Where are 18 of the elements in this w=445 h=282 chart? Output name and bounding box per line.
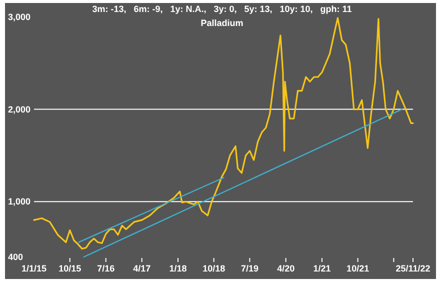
x-tick-label: 1/21 xyxy=(313,263,331,274)
line-series xyxy=(33,17,414,250)
y-tick-label: 2,000 xyxy=(8,104,31,114)
x-tick-label: 7/16 xyxy=(97,263,115,274)
x-tick-label: 1/18 xyxy=(169,263,187,274)
x-tick-label: 10/18 xyxy=(202,263,226,274)
x-tick-label: 4/17 xyxy=(133,263,151,274)
x-tick-label: 10/15 xyxy=(58,263,82,274)
x-tick-label: 7/19 xyxy=(240,263,258,274)
y-tick-label: 400 xyxy=(8,252,24,262)
x-tick-label: 1/1/15 xyxy=(21,263,47,274)
x-tick-label: 10/21 xyxy=(346,263,370,274)
chart-subtitle: 3m: -13, 6m: -9, 1y: N.A., 3y: 0, 5y: 13, 10y: 10, gph: 11 xyxy=(92,4,352,14)
y-tick-label: 1,000 xyxy=(8,196,31,207)
chart-title: Palladium xyxy=(200,18,244,28)
y-tick-label: 3,000 xyxy=(8,12,31,22)
x-tick-label: 4/20 xyxy=(277,263,295,274)
x-tick-label: 25/11/22 xyxy=(396,263,430,274)
